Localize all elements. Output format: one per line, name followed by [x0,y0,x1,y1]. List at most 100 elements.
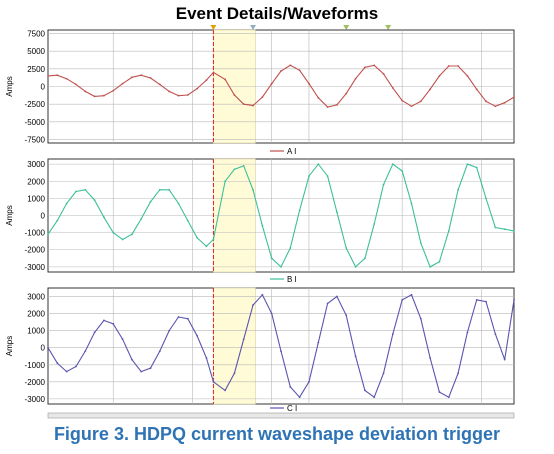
y-tick-label: 0 [41,212,46,221]
y-tick-label: 1000 [27,194,45,203]
data-point [186,317,189,320]
data-point [503,101,506,104]
y-tick-label: 2000 [27,310,45,319]
data-point [354,355,357,358]
data-point [345,92,348,95]
data-point [419,241,422,244]
data-point [373,396,376,399]
data-point [494,333,497,335]
data-point [93,331,96,334]
data-point [373,223,376,225]
data-point [252,304,254,306]
data-point [65,370,68,373]
data-point [252,104,254,107]
y-tick-label: -1000 [25,229,46,238]
data-point [65,77,68,80]
data-point [56,219,59,222]
data-point [158,83,161,86]
data-point [130,76,133,79]
data-point [196,236,199,239]
data-point [65,202,68,205]
data-point [270,257,273,260]
data-point [280,70,282,72]
data-point [149,200,152,203]
data-point [326,302,329,305]
figure-caption: Figure 3. HDPQ current waveshape deviati… [53,424,501,444]
data-point [485,197,487,200]
data-point [382,72,385,75]
data-point [242,103,245,106]
data-point [47,75,49,77]
y-tick-label: 7500 [27,30,45,39]
y-tick-label: -2500 [25,100,46,109]
data-point [317,341,320,344]
data-point [103,319,105,322]
data-point [336,211,338,213]
data-point [466,75,469,77]
legend-entry: C I [287,404,297,413]
data-point [457,65,459,67]
data-point [317,163,320,166]
data-point [84,90,87,93]
data-point [47,346,49,349]
data-point [130,358,133,361]
data-point [212,71,215,74]
data-point [205,357,208,359]
data-point [466,163,469,166]
data-point [56,362,59,364]
data-point [168,329,171,332]
y-tick-label: 3000 [27,293,45,302]
data-point [121,238,124,241]
data-point [212,238,215,241]
data-point [382,183,385,186]
data-point [401,299,404,301]
y-axis-label: Amps [5,336,14,356]
y-tick-label: 0 [41,83,46,92]
data-point [103,216,105,219]
data-point [261,224,264,227]
data-point [457,372,459,375]
data-point [289,386,292,388]
data-point [121,338,124,341]
data-point [168,188,171,191]
data-point [419,100,422,103]
data-point [391,87,394,89]
y-tick-label: -7500 [25,135,46,144]
data-point [363,66,366,69]
data-point [447,396,450,399]
time-scrollbar [47,412,515,419]
data-point [410,105,413,108]
data-point [503,228,506,231]
data-point [158,188,161,191]
data-point [513,299,515,301]
trigger-marker-icon [343,25,350,30]
data-point [261,293,264,296]
data-point [75,83,77,86]
data-point [363,389,366,392]
data-point [196,87,199,90]
data-point [252,188,254,191]
data-point [336,295,338,298]
data-point [429,88,432,91]
data-point [224,389,226,392]
data-point [186,219,189,222]
data-point [298,396,301,399]
data-point [466,331,469,334]
data-point [345,247,348,249]
data-point [438,391,441,393]
data-point [503,358,506,361]
data-point [47,233,49,236]
data-point [140,218,143,220]
data-point [177,94,180,97]
data-point [336,103,338,106]
highlight-region [213,287,256,405]
y-axis-label: Amps [5,76,14,96]
data-point [447,230,450,232]
data-point [354,77,357,80]
data-point [494,226,497,229]
trigger-marker-icon [250,25,257,30]
data-point [130,233,133,236]
data-point [308,82,310,85]
y-tick-label: 5000 [27,47,45,56]
